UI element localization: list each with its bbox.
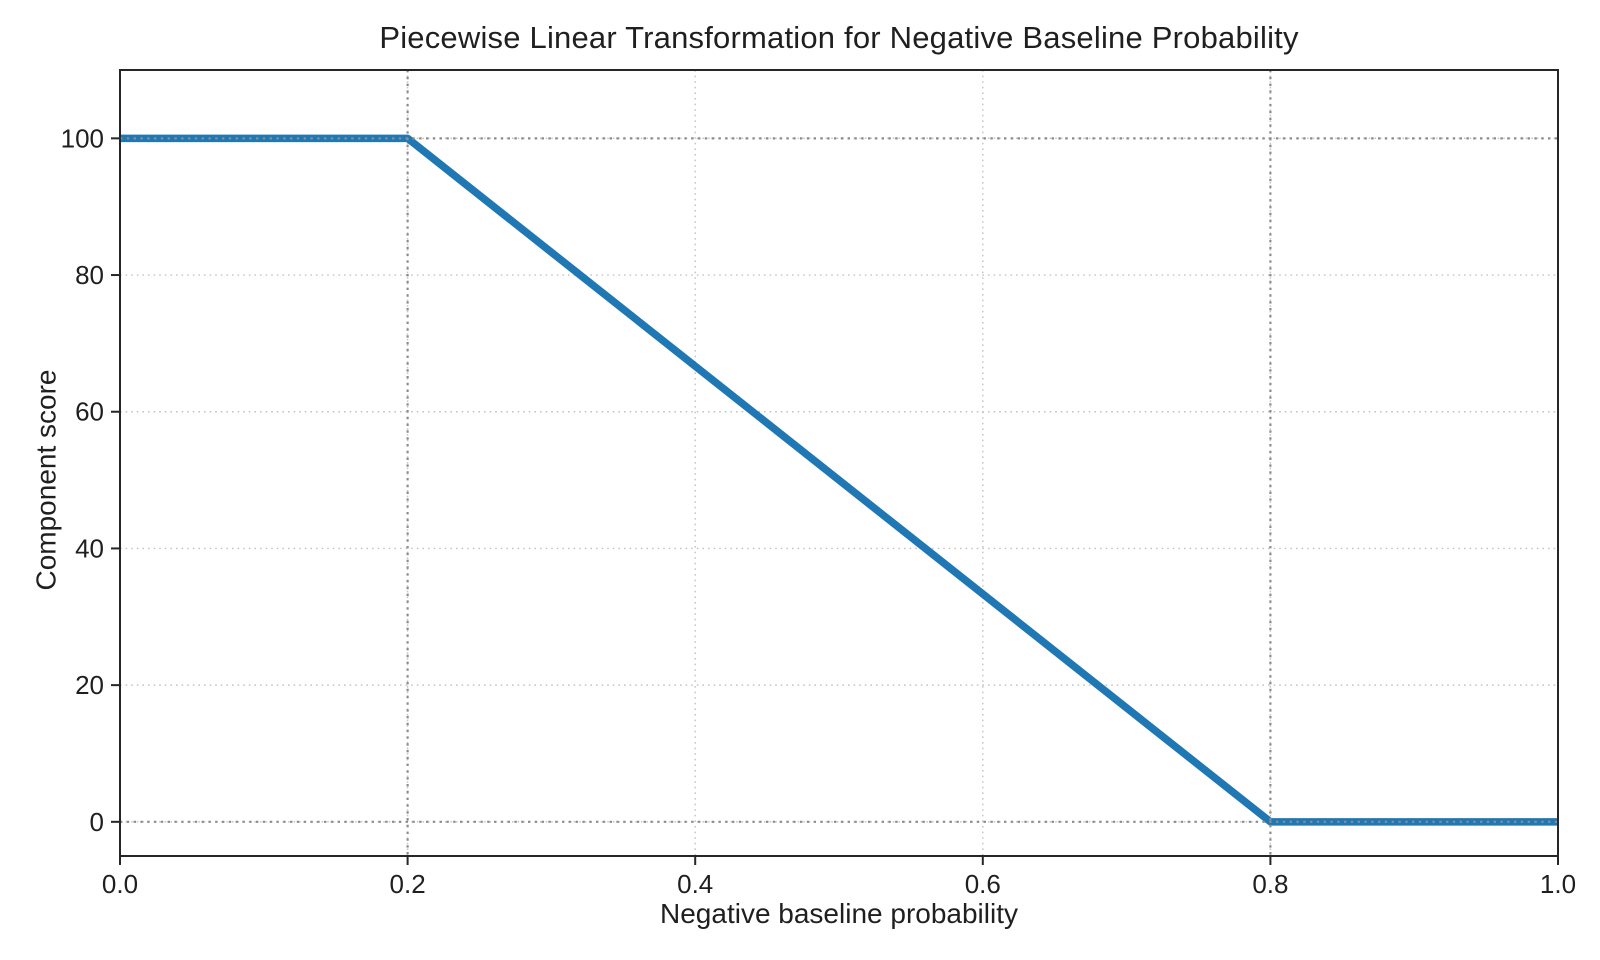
y-tick-label: 100 [61, 123, 104, 153]
chart-title: Piecewise Linear Transformation for Nega… [379, 20, 1299, 55]
x-tick-label: 0.2 [390, 869, 426, 899]
x-tick-label: 1.0 [1540, 869, 1576, 899]
x-tick-label: 0.6 [965, 869, 1001, 899]
x-tick-label: 0.0 [102, 869, 138, 899]
x-axis-label: Negative baseline probability [660, 898, 1018, 929]
y-tick-label: 0 [90, 807, 104, 837]
y-tick-label: 80 [75, 260, 104, 290]
y-tick-label: 40 [75, 533, 104, 563]
y-tick-label: 60 [75, 397, 104, 427]
x-tick-label: 0.4 [677, 869, 713, 899]
axes-spines [119, 69, 1559, 857]
series-line [120, 134, 1558, 826]
y-tick-label: 20 [75, 670, 104, 700]
x-tick-label: 0.8 [1252, 869, 1288, 899]
